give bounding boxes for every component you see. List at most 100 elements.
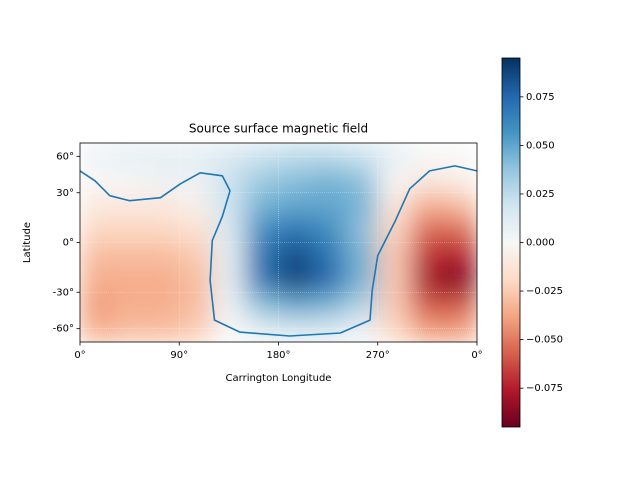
heat-cell	[410, 317, 445, 342]
y-axis-label: Latitude	[22, 222, 33, 263]
heat-cell	[344, 167, 379, 194]
heat-cell	[80, 217, 114, 243]
heat-cell	[113, 217, 147, 243]
colorbar	[501, 57, 521, 428]
heat-cell	[146, 267, 180, 293]
heat-cell	[311, 192, 346, 219]
heat-cell	[179, 143, 213, 169]
heat-cell	[245, 317, 279, 342]
heat-cell	[212, 217, 246, 243]
heat-cell	[278, 317, 313, 342]
heat-cell	[179, 242, 213, 268]
heat-cell	[311, 292, 346, 318]
heat-cell	[377, 292, 412, 318]
colorbar-tick-label: −0.025	[526, 286, 563, 297]
heat-cell	[212, 143, 246, 169]
heat-cell	[443, 242, 477, 268]
heat-cell	[179, 167, 213, 194]
x-tick-label: 180°	[266, 350, 290, 361]
heat-cell	[179, 292, 213, 318]
x-tick-label: 90°	[170, 350, 188, 361]
heat-cell	[113, 192, 147, 219]
heatmap	[80, 143, 477, 342]
heat-cell	[344, 317, 379, 342]
heat-cell	[344, 217, 379, 243]
heat-cell	[146, 143, 180, 169]
heat-cell	[377, 167, 412, 194]
overlay: 0° 90° 180° 270° 0° 60° 30° 0° -30° -60° −0.075 −0.…	[53, 57, 563, 428]
heat-cell	[278, 267, 313, 293]
heat-cell	[311, 217, 346, 243]
heat-cell	[443, 217, 477, 243]
heat-cell	[179, 267, 213, 293]
heat-cell	[80, 267, 114, 293]
y-tick-label: 30°	[56, 188, 74, 199]
y-tick-label: -30°	[53, 287, 74, 298]
heat-cell	[443, 167, 477, 194]
heat-cell	[245, 292, 279, 318]
contour-line	[80, 165, 477, 337]
colorbar-tick-label: −0.075	[526, 383, 563, 394]
heat-cell	[278, 143, 313, 169]
heat-cell	[377, 143, 412, 169]
colorbar-tick-label: 0.000	[526, 238, 555, 249]
heat-cell	[113, 143, 147, 169]
x-axis-label: Carrington Longitude	[226, 373, 332, 384]
heat-cell	[80, 143, 114, 169]
heatmap-cells	[80, 143, 477, 342]
heat-cell	[113, 242, 147, 268]
heat-cell	[311, 317, 346, 342]
heat-cell	[377, 317, 412, 342]
heat-cell	[245, 217, 279, 243]
heat-cell	[245, 192, 279, 219]
heat-cell	[377, 267, 412, 293]
colorbar-tick-label: −0.050	[526, 335, 563, 346]
colorbar-tick-label: 0.025	[526, 189, 555, 200]
heat-cell	[146, 167, 180, 194]
x-tick-label: 0°	[471, 350, 482, 361]
plot-frame	[79, 142, 478, 343]
heat-cell	[113, 267, 147, 293]
heat-cell	[410, 143, 445, 169]
heat-cell	[443, 192, 477, 219]
heat-cell	[80, 192, 114, 219]
heat-cell	[443, 317, 477, 342]
heat-cell	[113, 317, 147, 342]
heat-cell	[245, 242, 279, 268]
heat-cell	[113, 292, 147, 318]
heat-cell	[410, 192, 445, 219]
colorbar-tick-label: 0.075	[526, 92, 555, 103]
heat-cell	[410, 217, 445, 243]
heat-cell	[410, 242, 445, 268]
heat-cell	[212, 192, 246, 219]
heat-cell	[344, 292, 379, 318]
heat-cell	[443, 267, 477, 293]
heat-cell	[278, 217, 313, 243]
heat-cell	[146, 192, 180, 219]
heat-cell	[443, 143, 477, 169]
y-tick-label: 60°	[56, 151, 74, 162]
heat-cell	[278, 242, 313, 268]
heat-cell	[179, 192, 213, 219]
heat-cell	[410, 292, 445, 318]
heat-cell	[377, 242, 412, 268]
heat-cell	[278, 292, 313, 318]
heat-cell	[146, 217, 180, 243]
heat-cell	[311, 242, 346, 268]
heat-cell	[311, 267, 346, 293]
heat-cell	[146, 292, 180, 318]
heat-cell	[245, 167, 279, 194]
colorbar-tick-label: 0.050	[526, 140, 555, 151]
heat-cell	[410, 267, 445, 293]
heat-cell	[80, 167, 114, 194]
heat-cell	[344, 242, 379, 268]
heat-cell	[146, 317, 180, 342]
heat-cell	[113, 167, 147, 194]
heat-cell	[146, 242, 180, 268]
chart-title: Source surface magnetic field	[189, 122, 368, 136]
heat-cell	[179, 217, 213, 243]
heat-cell	[80, 317, 114, 342]
y-tick-label: -60°	[53, 324, 74, 335]
heat-cell	[311, 167, 346, 194]
